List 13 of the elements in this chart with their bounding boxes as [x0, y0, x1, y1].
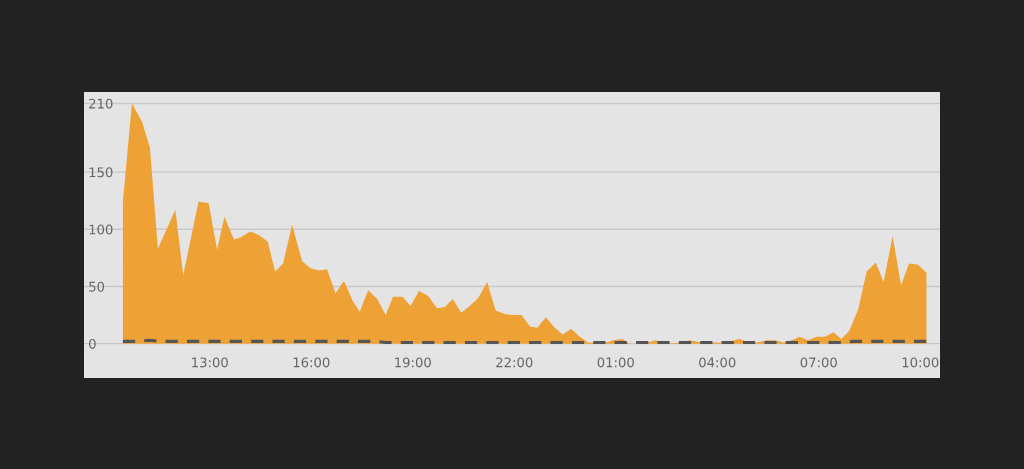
y-tick-label: 0	[89, 338, 96, 349]
x-tick-label: 19:00	[395, 357, 431, 368]
y-tick-label: 210	[89, 98, 113, 109]
x-tick-label: 22:00	[496, 357, 533, 368]
y-tick-label: 100	[89, 224, 113, 235]
y-tick-label: 150	[89, 167, 113, 178]
x-tick-label: 07:00	[800, 357, 837, 368]
x-tick-label: 01:00	[597, 357, 634, 368]
x-tick-label: 10:00	[902, 357, 939, 368]
y-tick-label: 50	[89, 281, 105, 292]
x-tick-label: 16:00	[293, 357, 330, 368]
x-tick-label: 13:00	[192, 357, 228, 368]
x-tick-label: 04:00	[699, 357, 736, 368]
